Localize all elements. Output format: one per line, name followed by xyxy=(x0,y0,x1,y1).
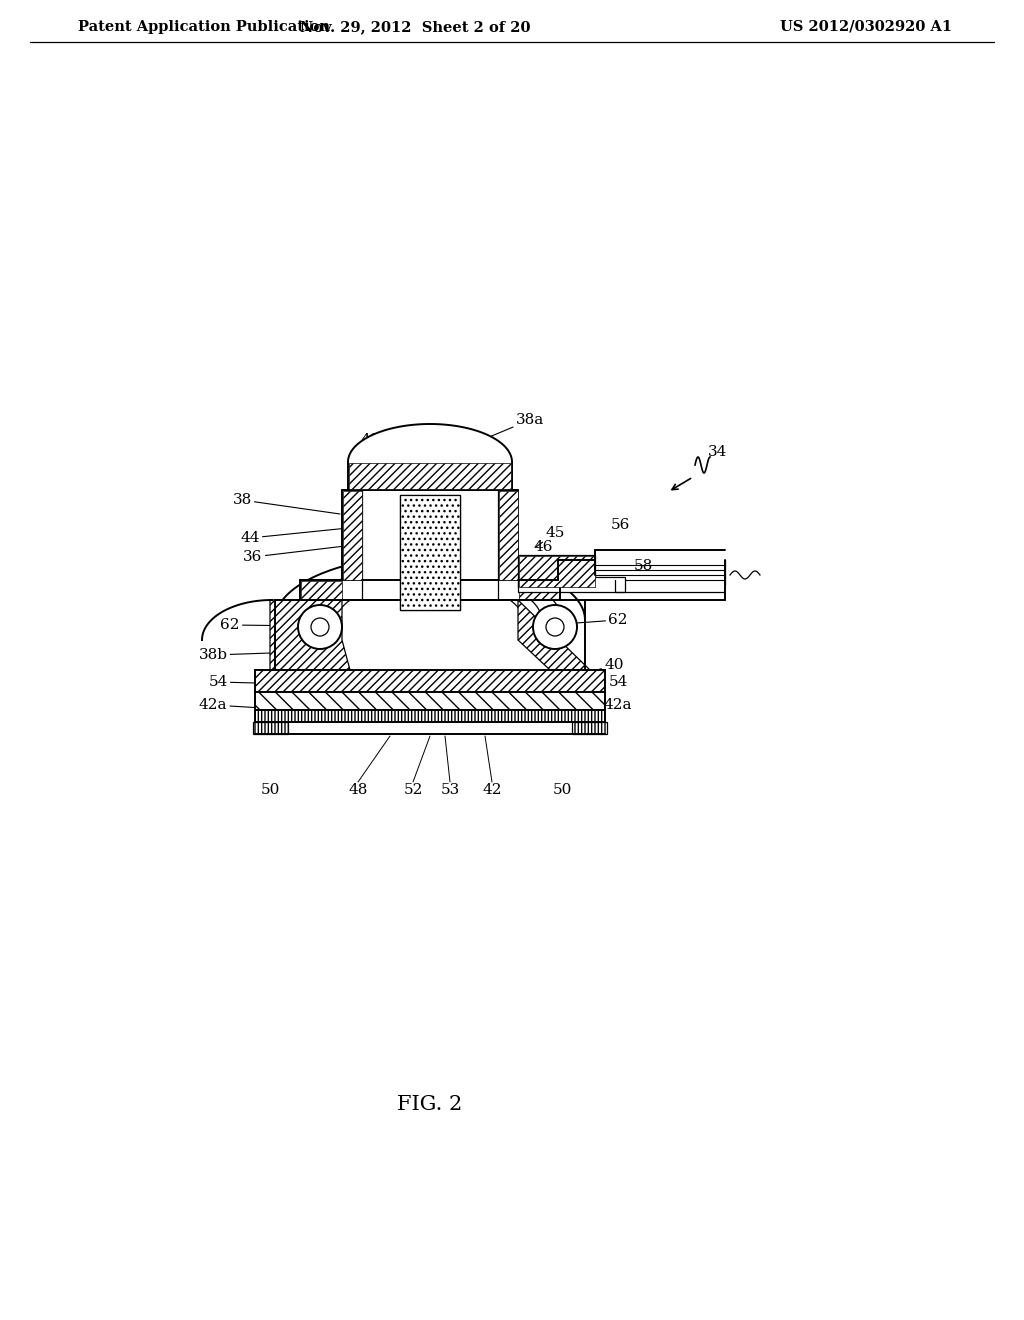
Text: 54: 54 xyxy=(582,675,628,689)
Bar xyxy=(572,722,607,734)
Bar xyxy=(270,601,590,671)
Bar xyxy=(400,495,460,610)
Bar xyxy=(255,692,605,710)
Bar xyxy=(349,463,511,488)
Text: 34: 34 xyxy=(709,445,728,459)
Polygon shape xyxy=(518,601,590,671)
Bar xyxy=(518,554,595,587)
Text: 38a: 38a xyxy=(470,413,544,445)
Bar xyxy=(518,581,560,599)
Bar xyxy=(498,490,518,579)
Circle shape xyxy=(534,605,577,649)
Bar xyxy=(518,556,595,586)
Text: 38: 38 xyxy=(232,492,340,513)
Text: Nov. 29, 2012  Sheet 2 of 20: Nov. 29, 2012 Sheet 2 of 20 xyxy=(300,20,530,34)
Text: Patent Application Publication: Patent Application Publication xyxy=(78,20,330,34)
Text: 56: 56 xyxy=(610,517,630,532)
Bar xyxy=(499,491,517,579)
Text: 42a: 42a xyxy=(578,698,632,711)
Bar xyxy=(253,722,288,734)
Bar xyxy=(518,577,625,591)
Bar xyxy=(362,490,498,579)
Text: 54: 54 xyxy=(208,675,294,689)
Text: 52: 52 xyxy=(403,783,423,797)
Polygon shape xyxy=(348,424,512,462)
Text: 50: 50 xyxy=(552,783,571,797)
Bar xyxy=(255,710,605,722)
Circle shape xyxy=(298,605,342,649)
Text: 40: 40 xyxy=(580,657,624,675)
Text: 60: 60 xyxy=(403,576,423,590)
Text: 45: 45 xyxy=(515,565,540,579)
Text: 38b: 38b xyxy=(199,648,300,663)
Text: FIG. 2: FIG. 2 xyxy=(397,1096,463,1114)
Text: 36: 36 xyxy=(244,544,362,564)
Text: 62: 62 xyxy=(548,612,628,627)
Text: 53: 53 xyxy=(440,783,460,797)
Bar xyxy=(255,671,605,692)
Text: US 2012/0302920 A1: US 2012/0302920 A1 xyxy=(780,20,952,34)
Text: 50: 50 xyxy=(260,783,280,797)
Text: 46: 46 xyxy=(522,540,553,562)
Text: 58: 58 xyxy=(634,558,652,573)
Text: 44: 44 xyxy=(241,527,358,545)
Text: 48: 48 xyxy=(348,783,368,797)
Bar xyxy=(342,490,362,579)
Text: 45: 45 xyxy=(536,525,564,546)
Bar xyxy=(300,579,560,601)
Bar xyxy=(300,581,342,599)
Text: 49: 49 xyxy=(360,433,415,455)
Bar xyxy=(342,491,361,579)
Text: 42a: 42a xyxy=(199,698,296,711)
Circle shape xyxy=(311,618,329,636)
Bar xyxy=(400,495,460,610)
Text: 62: 62 xyxy=(220,618,318,632)
Circle shape xyxy=(546,618,564,636)
Text: 42: 42 xyxy=(482,783,502,797)
Polygon shape xyxy=(270,601,350,671)
